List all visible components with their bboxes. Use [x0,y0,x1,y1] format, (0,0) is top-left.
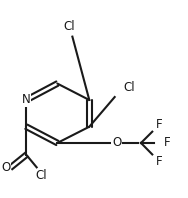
Text: Cl: Cl [64,20,75,33]
Text: Cl: Cl [36,169,47,182]
Text: Cl: Cl [123,81,135,94]
Text: F: F [155,155,162,168]
Text: F: F [164,136,170,149]
Text: O: O [2,161,11,174]
Text: O: O [112,136,121,149]
Text: F: F [155,118,162,131]
Text: N: N [22,93,31,107]
